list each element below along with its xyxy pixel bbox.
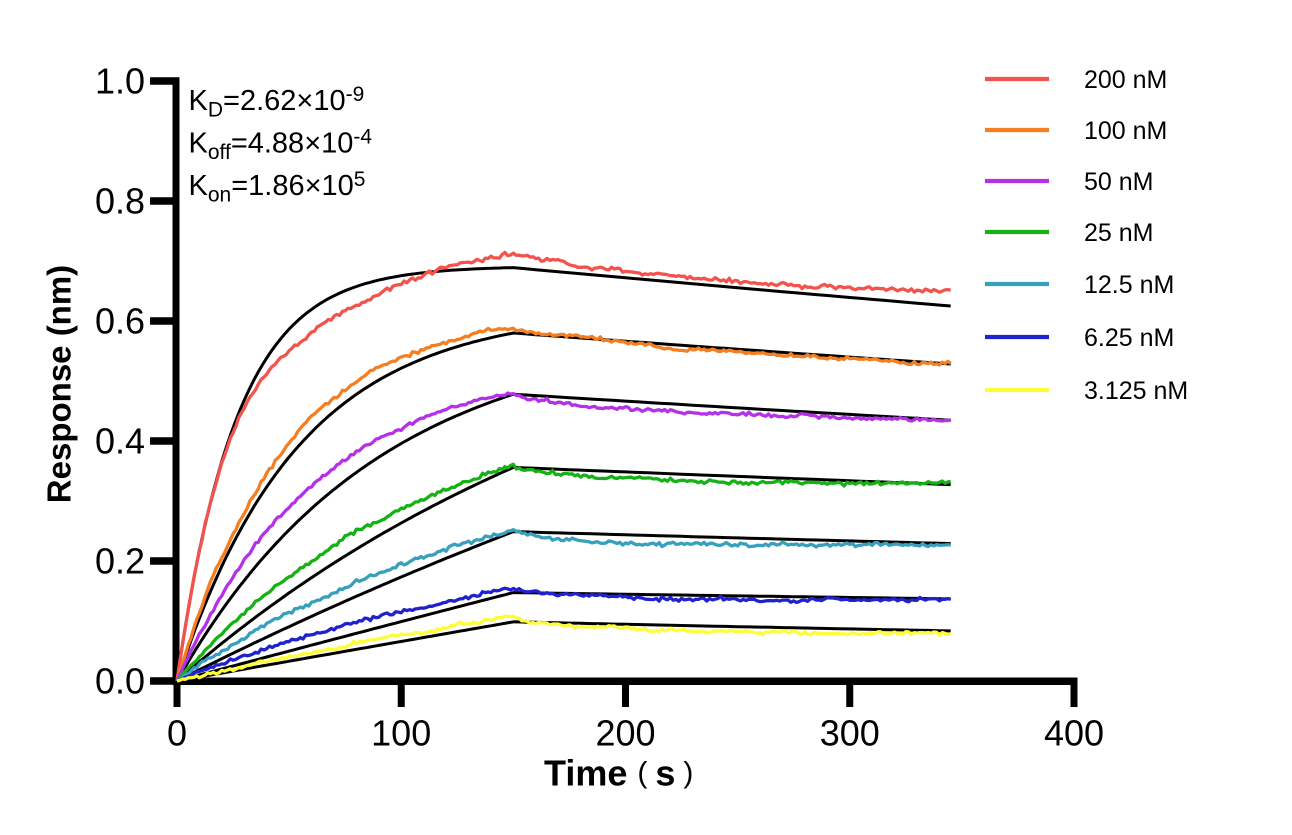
- svg-text:0.4: 0.4: [95, 420, 145, 461]
- svg-text:100: 100: [371, 713, 431, 754]
- svg-text:300: 300: [820, 713, 880, 754]
- svg-text:100 nM: 100 nM: [1084, 117, 1167, 145]
- svg-text:0.6: 0.6: [95, 300, 145, 341]
- svg-text:25 nM: 25 nM: [1084, 219, 1153, 247]
- svg-text:200 nM: 200 nM: [1084, 66, 1167, 94]
- svg-text:Response (nm): Response (nm): [41, 265, 78, 503]
- svg-text:0.2: 0.2: [95, 540, 145, 581]
- svg-text:3.125 nM: 3.125 nM: [1084, 377, 1188, 405]
- svg-text:1.0: 1.0: [95, 60, 145, 101]
- svg-text:Time(s): Time(s): [544, 753, 693, 794]
- svg-text:400: 400: [1044, 713, 1104, 754]
- svg-text:6.25 nM: 6.25 nM: [1084, 324, 1174, 352]
- svg-text:0: 0: [167, 713, 187, 754]
- svg-text:12.5 nM: 12.5 nM: [1084, 271, 1174, 299]
- svg-text:0.8: 0.8: [95, 180, 145, 221]
- svg-text:0.0: 0.0: [95, 660, 145, 701]
- svg-text:50 nM: 50 nM: [1084, 168, 1153, 196]
- svg-text:200: 200: [595, 713, 655, 754]
